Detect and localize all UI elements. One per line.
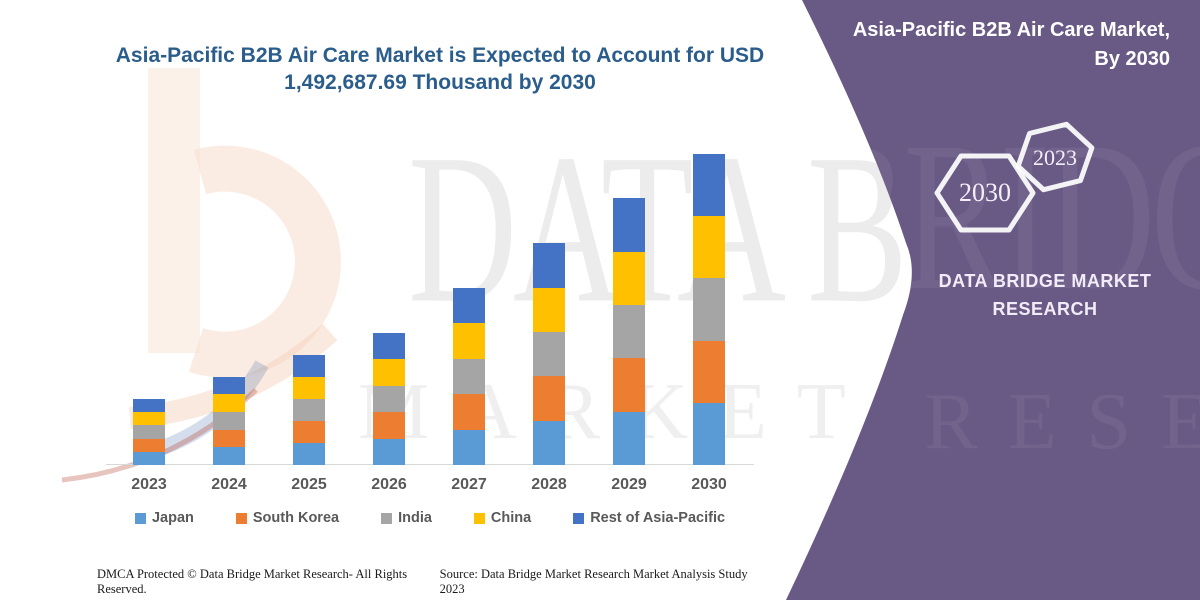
legend-item-rest-of-asia-pacific: Rest of Asia-Pacific [573, 510, 725, 526]
legend-swatch-icon [473, 512, 485, 524]
bar-segment-2029-rest-of-asia-pacific [613, 198, 645, 252]
bar-segment-2030-south-korea [693, 340, 725, 403]
hexagon-2023-label: 2023 [1033, 145, 1077, 170]
bar-2023 [133, 398, 165, 465]
bar-segment-2030-japan [693, 402, 725, 465]
legend-swatch-icon [573, 512, 585, 524]
bar-segment-2026-india [373, 385, 405, 413]
x-axis-label-2030: 2030 [691, 476, 727, 493]
bar-segment-2028-japan [533, 420, 565, 465]
x-axis-label-2025: 2025 [291, 476, 327, 493]
footer-source-text: Source: Data Bridge Market Research Mark… [439, 567, 748, 596]
bar-segment-2024-india [213, 412, 245, 430]
bar-segment-2030-rest-of-asia-pacific [693, 154, 725, 217]
bar-segment-2025-rest-of-asia-pacific [293, 354, 325, 377]
bar-segment-2025-japan [293, 442, 325, 465]
bar-segment-2023-rest-of-asia-pacific [133, 398, 165, 413]
hexagon-2030-label: 2030 [959, 178, 1011, 207]
bar-2024 [213, 376, 245, 465]
bar-segment-2024-japan [213, 447, 245, 465]
bar-segment-2030-india [693, 278, 725, 341]
right-panel-title: Asia-Pacific B2B Air Care Market, By 203… [852, 19, 1170, 70]
x-axis-label-2027: 2027 [451, 476, 487, 493]
bar-segment-2030-china [693, 216, 725, 279]
bar-segment-2029-japan [613, 411, 645, 465]
bar-2029 [613, 198, 645, 465]
bar-segment-2023-india [133, 425, 165, 439]
logo-watermark-stem [148, 68, 200, 353]
bar-segment-2027-japan [453, 429, 485, 465]
brand-line2: RESEARCH [992, 298, 1098, 319]
bar-segment-2026-china [373, 359, 405, 386]
bar-2027 [453, 287, 485, 465]
legend-swatch-icon [381, 512, 393, 524]
bar-segment-2026-south-korea [373, 412, 405, 439]
bar-segment-2025-india [293, 398, 325, 421]
legend-label: Rest of Asia-Pacific [590, 510, 726, 526]
bar-segment-2024-rest-of-asia-pacific [213, 376, 245, 395]
bar-segment-2029-south-korea [613, 358, 645, 412]
bar-segment-2028-india [533, 332, 565, 377]
bar-segment-2027-rest-of-asia-pacific [453, 287, 485, 323]
footer: DMCA Protected © Data Bridge Market Rese… [97, 567, 757, 597]
legend-label: South Korea [252, 510, 340, 526]
bar-segment-2023-south-korea [133, 438, 165, 452]
bar-segment-2025-china [293, 376, 325, 399]
legend-item-japan: Japan [134, 510, 194, 526]
footer-dmca-text: DMCA Protected © Data Bridge Market Rese… [97, 567, 408, 596]
bar-segment-2025-south-korea [293, 420, 325, 443]
hexagon-2030 [934, 153, 1036, 233]
bar-2028 [533, 243, 565, 465]
legend-swatch-icon [134, 512, 146, 524]
legend-swatch-icon [235, 512, 247, 524]
brand-name: DATA BRIDGE MARKET RESEARCH [915, 268, 1175, 324]
bar-segment-2023-china [133, 412, 165, 426]
chart-legend: Japan South Korea India China Rest of Asia-P… [95, 510, 765, 526]
bar-segment-2029-india [613, 304, 645, 359]
bar-2030 [693, 154, 725, 465]
x-axis-label-2026: 2026 [371, 476, 407, 493]
bar-segment-2026-japan [373, 438, 405, 465]
x-axis-label-2029: 2029 [611, 476, 647, 493]
bar-segment-2024-south-korea [213, 429, 245, 448]
bar-2026 [373, 332, 405, 465]
legend-label: China [490, 510, 532, 526]
x-axis-label-2023: 2023 [131, 476, 167, 493]
bar-segment-2027-china [453, 323, 485, 359]
bar-segment-2026-rest-of-asia-pacific [373, 332, 405, 360]
bar-segment-2028-china [533, 287, 565, 333]
bar-segment-2029-china [613, 251, 645, 305]
x-axis-label-2028: 2028 [531, 476, 567, 493]
bar-segment-2028-rest-of-asia-pacific [533, 243, 565, 288]
legend-label: Japan [151, 510, 194, 526]
legend-item-china: China [473, 510, 532, 526]
purple-panel-shape [786, 0, 1200, 600]
brand-line1: DATA BRIDGE MARKET [938, 271, 1152, 291]
x-axis-label-2024: 2024 [211, 476, 247, 493]
legend-item-india: India [381, 510, 432, 526]
bar-segment-2028-south-korea [533, 376, 565, 421]
logo-watermark-bowl [188, 145, 341, 378]
bar-segment-2027-south-korea [453, 394, 485, 430]
legend-label: India [398, 510, 432, 526]
chart-title: Asia-Pacific B2B Air Care Market is Expe… [115, 44, 765, 95]
bar-segment-2023-japan [133, 451, 165, 465]
bar-2025 [293, 354, 325, 465]
hexagon-2023 [1015, 121, 1095, 193]
x-axis-line [106, 464, 754, 465]
bar-segment-2024-china [213, 394, 245, 413]
bar-segment-2027-india [453, 358, 485, 394]
legend-item-south-korea: South Korea [235, 510, 340, 526]
